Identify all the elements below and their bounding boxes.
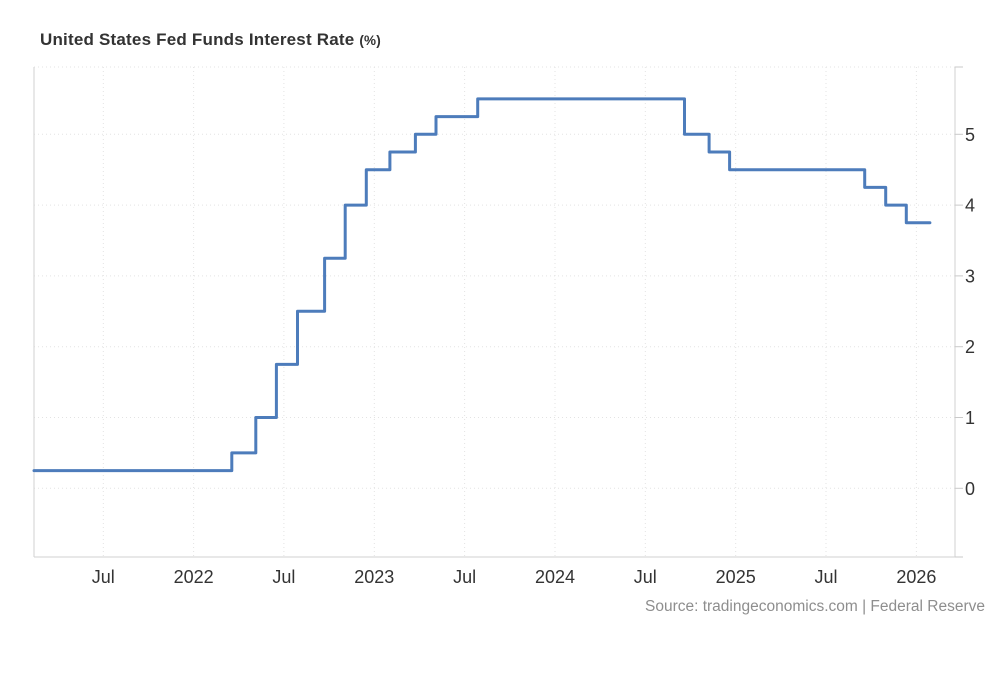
y-axis-ticks [955,66,963,558]
x-axis-tick-label: 2023 [354,567,394,587]
y-axis-tick-label: 4 [965,196,975,216]
x-axis-tick-label: Jul [453,567,476,587]
x-axis-tick-label: 2025 [716,567,756,587]
plot-area[interactable] [34,67,955,557]
source-attribution: Source: tradingeconomics.com | Federal R… [644,598,985,615]
y-axis-tick-label: 2 [965,337,975,357]
chart-title-text: United States Fed Funds Interest Rate [40,30,355,49]
y-axis-tick-label: 3 [965,266,975,286]
chart-title: United States Fed Funds Interest Rate (%… [40,30,381,50]
x-axis-labels: Jul 2022 Jul 2023 Jul 2024 Jul 2025 Jul 2026 [92,567,937,587]
x-axis-tick-label: Jul [814,567,837,587]
y-axis-labels: 0 1 2 3 4 5 [965,125,975,499]
y-axis-tick-label: 5 [965,125,975,145]
x-axis-tick-label: 2024 [535,567,575,587]
chart-title-unit: (%) [359,33,381,48]
y-axis-tick-label: 0 [965,479,975,499]
x-axis-tick-label: 2026 [896,567,936,587]
x-axis-tick-label: Jul [634,567,657,587]
y-axis-tick-label: 1 [965,408,975,428]
plot-frame [33,67,956,558]
x-axis-tick-label: 2022 [174,567,214,587]
x-axis-tick-label: Jul [92,567,115,587]
gridlines [34,66,955,557]
fed-funds-rate-step-line [32,97,932,473]
x-axis-tick-label: Jul [272,567,295,587]
